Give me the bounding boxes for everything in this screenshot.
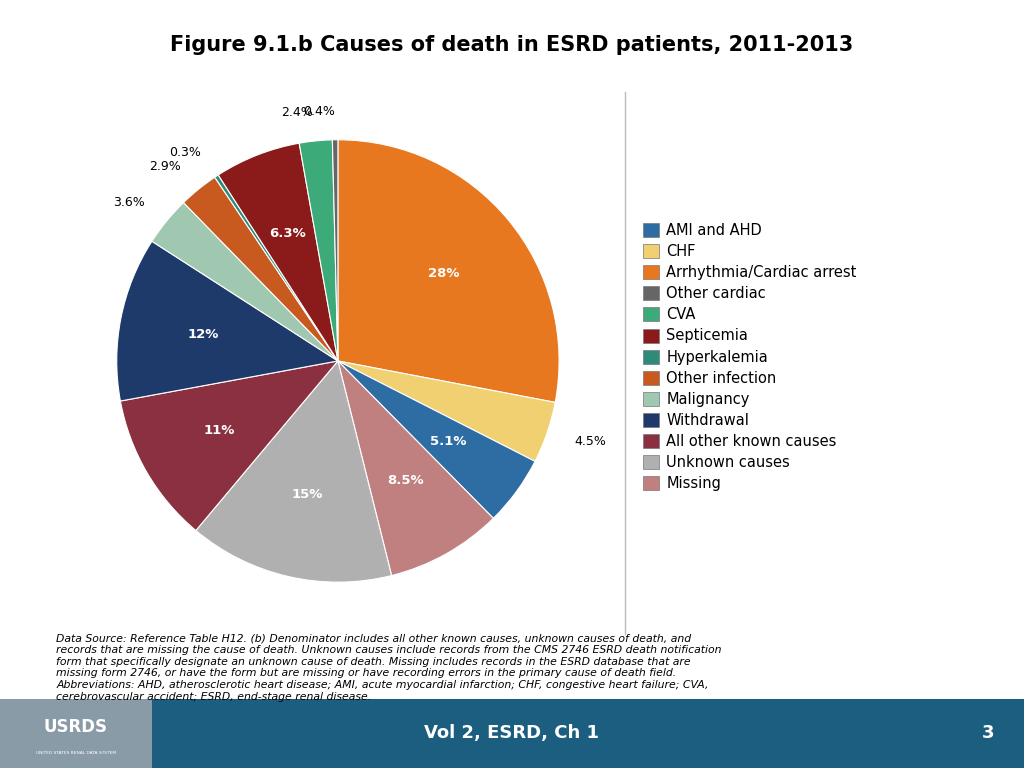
Text: 4.5%: 4.5% bbox=[574, 435, 606, 449]
Wedge shape bbox=[333, 140, 338, 361]
Text: UNITED STATES RENAL DATA SYSTEM: UNITED STATES RENAL DATA SYSTEM bbox=[36, 751, 116, 755]
Wedge shape bbox=[215, 175, 338, 361]
Text: 12%: 12% bbox=[187, 328, 219, 341]
Wedge shape bbox=[152, 203, 338, 361]
Wedge shape bbox=[183, 177, 338, 361]
Text: Vol 2, ESRD, Ch 1: Vol 2, ESRD, Ch 1 bbox=[425, 724, 599, 743]
Text: USRDS: USRDS bbox=[44, 717, 108, 736]
Wedge shape bbox=[218, 143, 338, 361]
Text: 3.6%: 3.6% bbox=[113, 197, 144, 210]
Wedge shape bbox=[299, 140, 338, 361]
Text: 8.5%: 8.5% bbox=[387, 474, 424, 487]
FancyBboxPatch shape bbox=[0, 699, 152, 768]
Wedge shape bbox=[117, 241, 338, 401]
Text: 2.9%: 2.9% bbox=[148, 161, 180, 174]
FancyBboxPatch shape bbox=[0, 699, 1024, 768]
Text: 3: 3 bbox=[982, 724, 994, 743]
Wedge shape bbox=[121, 361, 338, 531]
Legend: AMI and AHD, CHF, Arrhythmia/Cardiac arrest, Other cardiac, CVA, Septicemia, Hyp: AMI and AHD, CHF, Arrhythmia/Cardiac arr… bbox=[637, 217, 862, 497]
Text: 15%: 15% bbox=[292, 488, 323, 501]
Text: 11%: 11% bbox=[204, 423, 236, 436]
Text: 6.3%: 6.3% bbox=[269, 227, 306, 240]
Wedge shape bbox=[338, 361, 494, 575]
Wedge shape bbox=[338, 361, 555, 462]
Wedge shape bbox=[338, 140, 559, 402]
Wedge shape bbox=[338, 361, 535, 518]
Text: Data Source: Reference Table H12. (b) Denominator includes all other known cause: Data Source: Reference Table H12. (b) De… bbox=[56, 634, 722, 702]
Text: 0.4%: 0.4% bbox=[303, 104, 335, 118]
Text: 5.1%: 5.1% bbox=[430, 435, 467, 449]
Wedge shape bbox=[196, 361, 391, 582]
Text: 28%: 28% bbox=[428, 267, 460, 280]
Text: 0.3%: 0.3% bbox=[169, 146, 201, 158]
Text: 2.4%: 2.4% bbox=[281, 106, 313, 119]
Text: Figure 9.1.b Causes of death in ESRD patients, 2011-2013: Figure 9.1.b Causes of death in ESRD pat… bbox=[170, 35, 854, 55]
